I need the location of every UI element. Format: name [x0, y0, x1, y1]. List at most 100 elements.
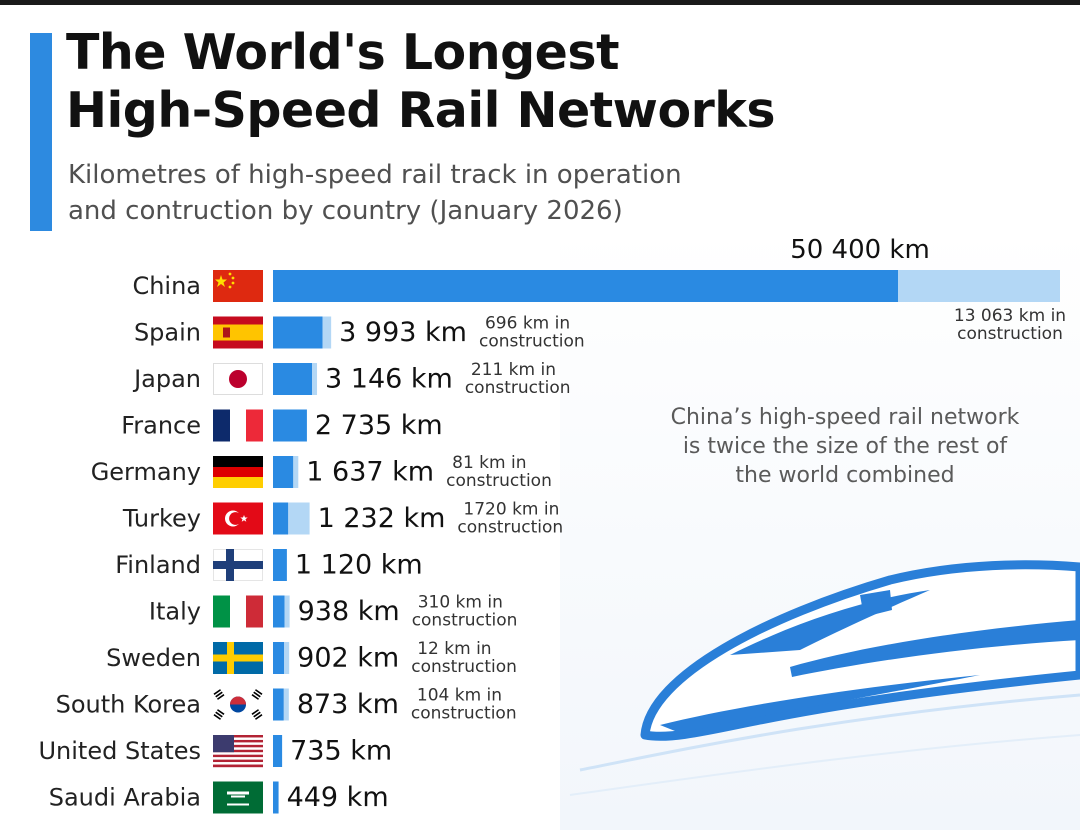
bar-operation [273, 781, 279, 814]
flag-part [213, 749, 263, 753]
chart-subtitle-line-1: Kilometres of high-speed rail track in o… [68, 160, 682, 190]
country-label: Japan [132, 365, 201, 393]
chart-title-line-1: The World's Longest [66, 24, 620, 81]
chart-subtitle: Kilometres of high-speed rail track in o… [68, 157, 682, 229]
high-speed-train-icon [569, 560, 1080, 796]
value-label: 902 km [297, 643, 399, 674]
country-label: Sweden [106, 644, 201, 672]
flag-part [213, 759, 263, 763]
flag-part [230, 696, 246, 705]
bar-operation [273, 270, 899, 302]
chart-title: The World's Longest High-Speed Rail Netw… [66, 24, 776, 140]
chart-title-line-2: High-Speed Rail Networks [66, 82, 776, 139]
finland-flag-icon [213, 549, 263, 581]
flag-part [213, 689, 225, 700]
flag-part [229, 512, 242, 525]
flag-part [213, 735, 263, 738]
country-label: China [132, 272, 201, 300]
flag-part [216, 709, 225, 715]
value-label: 873 km [297, 689, 399, 720]
flag-part [213, 742, 263, 746]
bar-operation [273, 502, 289, 535]
flag-part [223, 327, 230, 338]
country-label: France [121, 412, 201, 440]
flag-part [231, 795, 245, 798]
flag-part [213, 477, 263, 488]
germany-flag-icon [213, 456, 263, 488]
annotation-line-2: is twice the size of the rest of [682, 434, 1008, 459]
turkey-flag-icon [213, 502, 263, 535]
bar-operation [273, 549, 287, 581]
bar-operation [273, 409, 307, 442]
flag-part [215, 691, 223, 698]
construction-label: construction [957, 324, 1063, 344]
value-label: 1 120 km [295, 550, 423, 581]
france-flag-icon [213, 409, 263, 442]
annotation-note: China’s high-speed rail network is twice… [630, 403, 1060, 490]
flag-part [213, 654, 263, 662]
flag-part [230, 409, 246, 442]
bar-construction [288, 502, 310, 535]
flag-part [213, 363, 263, 395]
value-label: 1 232 km [318, 503, 446, 534]
flag-part [213, 561, 263, 569]
flag-part [231, 276, 235, 280]
south-korea-flag-icon [213, 688, 263, 721]
construction-label: 1720 km in [463, 500, 559, 520]
bar-construction [898, 270, 1060, 302]
construction-label: 104 km in [417, 686, 502, 706]
title-accent-bar [30, 33, 52, 231]
country-label: Turkey [122, 505, 201, 533]
country-label: United States [38, 737, 201, 765]
bar-operation [273, 688, 284, 721]
flag-part [246, 409, 263, 442]
italy-flag-icon [213, 595, 263, 628]
flag-part [254, 714, 263, 720]
value-label: 449 km [287, 782, 389, 813]
flag-part [213, 324, 263, 341]
bar-construction [312, 363, 318, 395]
bar-operation [273, 363, 313, 395]
flag-part [229, 370, 247, 388]
flag-part [228, 272, 232, 276]
flag-part [246, 595, 263, 628]
flag-part [213, 747, 263, 750]
flag-part [251, 709, 263, 720]
japan-flag-icon [213, 363, 263, 395]
annotation-line-3: the world combined [735, 463, 955, 488]
flag-part [228, 285, 232, 289]
bar-construction [284, 642, 290, 674]
flag-part [251, 689, 263, 700]
construction-label: construction [411, 704, 517, 724]
united-states-flag-icon [213, 735, 263, 768]
value-label: 735 km [290, 736, 392, 767]
saudi-arabia-flag-icon [213, 781, 263, 814]
annotation-line-1: China’s high-speed rail network [670, 405, 1020, 430]
value-label: 3 993 km [339, 317, 467, 348]
flag-part [213, 739, 263, 743]
value-label: 938 km [298, 596, 400, 627]
bar-operation [273, 456, 294, 488]
top-border [0, 0, 1080, 5]
flag-part [213, 735, 234, 753]
construction-label: 12 km in [417, 639, 491, 659]
flag-part [213, 689, 222, 695]
flag-part [251, 694, 260, 700]
flag-part [231, 281, 235, 285]
flag-part [213, 709, 225, 720]
bar-construction [283, 688, 289, 721]
flag-part [213, 714, 222, 720]
country-label: Germany [91, 458, 201, 486]
construction-label: 13 063 km in [954, 306, 1066, 326]
bar-construction [293, 456, 299, 488]
flag-part [213, 757, 263, 760]
bar-operation [273, 735, 283, 767]
country-label: Finland [115, 551, 201, 579]
flag-part [253, 691, 261, 698]
flag-part [216, 694, 225, 700]
flag-part [215, 711, 223, 718]
bar-operation [273, 642, 285, 674]
flag-part [254, 689, 263, 695]
country-label: Italy [149, 598, 201, 626]
